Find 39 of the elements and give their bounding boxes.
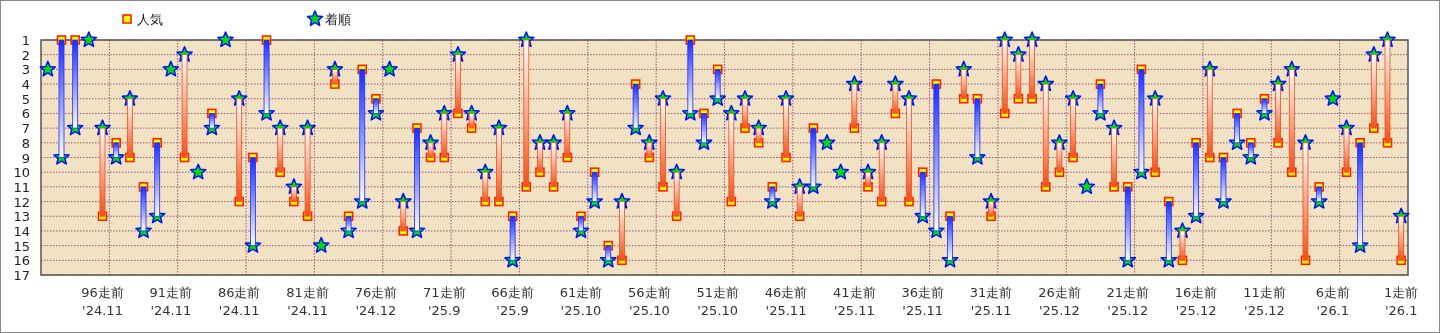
x-tick-label: 46走前 '25.11 [764, 285, 808, 318]
x-tick-label: 56走前 '25.10 [628, 285, 671, 318]
x-tick-label: 51走前 '25.10 [696, 285, 739, 318]
y-tick-label: 6 [21, 106, 30, 122]
x-tick-label: 41走前 '25.11 [833, 285, 876, 318]
y-tick-label: 3 [21, 62, 30, 78]
x-tick-label: 31走前 '25.11 [969, 285, 1013, 318]
x-tick-label: 16走前 '25.12 [1174, 285, 1218, 318]
y-tick-label: 11 [13, 179, 30, 195]
x-tick-label: 91走前 '24.11 [149, 285, 193, 318]
y-tick-label: 9 [21, 150, 30, 166]
x-tick-label: 61走前 '25.10 [559, 285, 603, 318]
y-tick-label: 5 [21, 91, 30, 107]
x-tick-label: 66走前 '25.9 [491, 285, 534, 318]
x-tick-label: 36走前 '25.11 [901, 285, 944, 318]
y-tick-label: 8 [21, 135, 30, 151]
x-tick-label: 71走前 '25.9 [422, 285, 466, 318]
x-tick-label: 21走前 '25.12 [1106, 285, 1150, 318]
y-tick-label: 15 [13, 238, 30, 254]
x-tick-label: 26走前 '25.12 [1038, 285, 1081, 318]
y-tick-label: 4 [21, 77, 30, 93]
x-tick-label: 96走前 '24.11 [81, 285, 124, 318]
x-tick-label: 86走前 '24.11 [217, 285, 261, 318]
x-tick-label: 11走前 '25.12 [1243, 285, 1286, 318]
y-tick-label: 16 [13, 253, 30, 269]
x-tick-label: 81走前 '24.11 [286, 285, 329, 318]
y-tick-label: 10 [13, 165, 30, 181]
y-tick-label: 1 [21, 33, 30, 48]
y-tick-label: 7 [21, 121, 30, 137]
y-tick-label: 2 [21, 47, 30, 63]
y-tick-label: 14 [13, 223, 30, 239]
y-tick-label: 17 [13, 268, 30, 283]
x-tick-label: 6走前 '26.1 [1315, 285, 1350, 318]
x-tick-label: 76走前 '24.12 [354, 285, 398, 318]
y-tick-label: 12 [13, 194, 30, 210]
y-tick-label: 13 [13, 209, 30, 225]
legend-label: 人気 [137, 12, 163, 27]
legend-label: 着順 [325, 12, 351, 27]
x-tick-label: 1走前 '26.1 [1384, 285, 1419, 318]
